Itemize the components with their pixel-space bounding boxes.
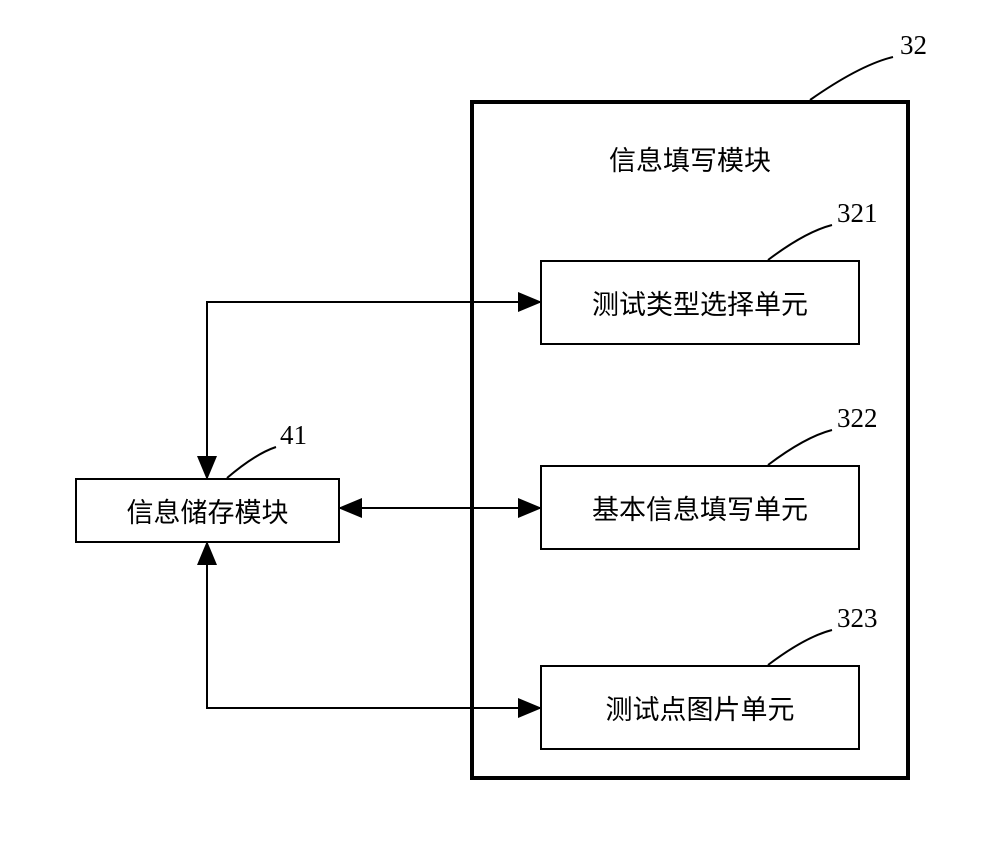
unit-323-label: 测试点图片单元 <box>606 688 795 727</box>
ref-41: 41 <box>280 420 307 451</box>
callout-41 <box>227 447 276 478</box>
ref-321: 321 <box>837 198 878 229</box>
unit-321-label: 测试类型选择单元 <box>592 283 808 322</box>
module-32-label: 信息填写模块 <box>609 146 771 176</box>
diagram-container: 信息填写模块 测试类型选择单元 基本信息填写单元 测试点图片单元 信息储存模块 … <box>0 0 1000 866</box>
test-point-image-unit: 测试点图片单元 <box>540 665 860 750</box>
basic-info-fill-unit: 基本信息填写单元 <box>540 465 860 550</box>
module-title: 信息填写模块 <box>474 139 906 178</box>
test-type-selection-unit: 测试类型选择单元 <box>540 260 860 345</box>
ref-323: 323 <box>837 603 878 634</box>
callout-32 <box>810 57 893 100</box>
ref-322: 322 <box>837 403 878 434</box>
info-storage-module: 信息储存模块 <box>75 478 340 543</box>
ref-32: 32 <box>900 30 927 61</box>
module-41-label: 信息储存模块 <box>127 491 289 530</box>
unit-322-label: 基本信息填写单元 <box>592 488 808 527</box>
